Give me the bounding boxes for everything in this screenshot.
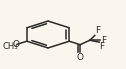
Text: F: F [101, 36, 106, 45]
Text: F: F [100, 43, 105, 51]
Text: O: O [12, 40, 19, 49]
Text: F: F [95, 26, 100, 35]
Text: O: O [77, 53, 84, 62]
Text: CH₃: CH₃ [2, 42, 18, 51]
